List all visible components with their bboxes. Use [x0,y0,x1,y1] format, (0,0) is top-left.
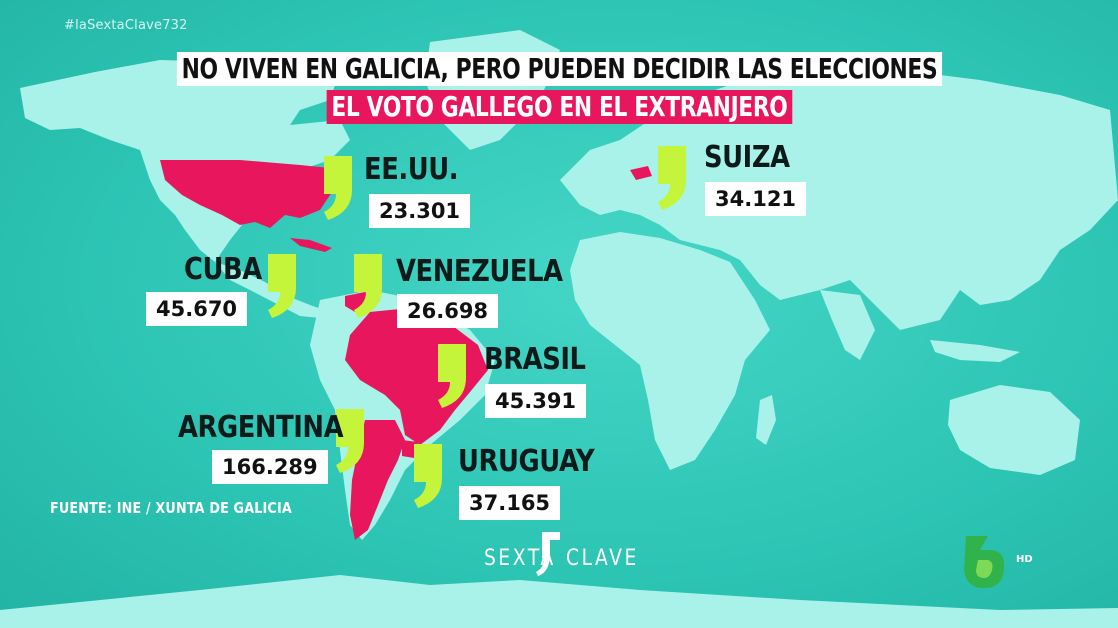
country-cuba [290,238,332,252]
value-venezuela: 26.698 [397,294,499,328]
label-cuba: CUBA [184,252,262,287]
country-brazil [345,308,488,445]
label-brasil: BRASIL [484,342,586,377]
land-madagascar [756,395,776,445]
hd-badge: HD [1016,554,1033,565]
sexta-clave-logo: SEXTA CLAVE [482,528,642,582]
title-line-1: NO VIVEN EN GALICIA, PERO PUEDEN DECIDIR… [176,52,942,86]
comma-icon [658,146,686,210]
land-india [820,290,875,360]
label-usa: EE.UU. [364,152,459,187]
comma-icon [354,254,382,318]
country-usa [160,160,345,228]
value-uruguay: 37.165 [459,486,561,520]
comma-icon [336,409,364,473]
country-switzerland [630,166,652,180]
label-uruguay: URUGUAY [458,444,595,479]
value-suiza: 34.121 [705,182,807,216]
hashtag: #laSextaClave732 [64,18,188,33]
comma-icon [438,344,466,408]
value-cuba: 45.670 [146,292,248,326]
comma-icon [414,444,442,508]
sexta-clave-comma-icon [536,532,560,576]
land-australia [948,385,1080,475]
comma-icon [324,156,352,220]
source-note: FUENTE: INE / XUNTA DE GALICIA [50,499,292,517]
value-usa: 23.301 [369,194,471,228]
title-line-2: EL VOTO GALLEGO EN EL EXTRANJERO [326,90,792,124]
comma-icon [268,254,296,318]
value-argentina: 166.289 [212,450,328,484]
value-brasil: 45.391 [485,384,587,418]
label-suiza: SUIZA [704,140,790,175]
land-africa [570,232,770,470]
land-indonesia [930,340,1020,362]
logo-word-sexta: SEXTA [484,546,556,571]
country-argentina [350,420,405,540]
label-argentina: ARGENTINA [178,410,344,445]
headline: NO VIVEN EN GALICIA, PERO PUEDEN DECIDIR… [0,52,1118,124]
logo-word-clave: CLAVE [566,546,639,571]
lasexta-6-logo-icon [964,536,1005,588]
label-venezuela: VENEZUELA [396,254,563,289]
land-eurasia [560,65,1118,330]
land-antarctica [0,575,1118,628]
